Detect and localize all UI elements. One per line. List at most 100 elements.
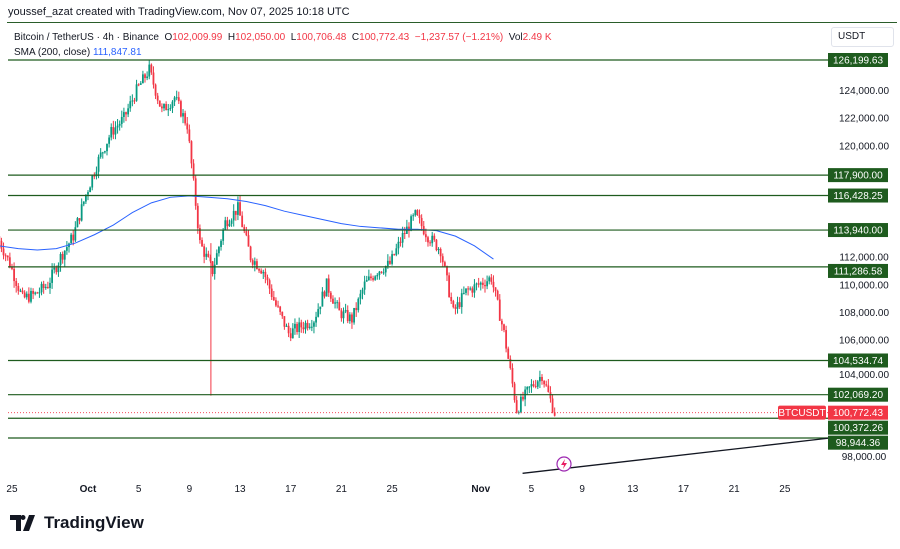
- candle-body: [260, 270, 263, 274]
- candle-body: [473, 284, 476, 293]
- candle-body: [545, 384, 548, 386]
- open-value: 102,009.99: [172, 32, 223, 43]
- candle-body: [194, 178, 197, 206]
- candle-body: [144, 74, 146, 79]
- candle-body: [203, 246, 206, 257]
- candle-body: [283, 316, 286, 327]
- candle-body: [97, 156, 100, 172]
- candle-body: [17, 285, 20, 291]
- y-tick-label: 122,000.00: [839, 114, 889, 125]
- open-label: O: [164, 32, 173, 43]
- symbol-tag-label: BTCUSDT: [778, 408, 825, 419]
- candle-body: [403, 233, 406, 235]
- high-value: 102,050.00: [235, 32, 286, 43]
- candle-body: [118, 123, 121, 126]
- candle-body: [424, 234, 427, 238]
- candle-body: [494, 287, 497, 291]
- low-label: L: [290, 32, 297, 43]
- y-tick-label: 124,000.00: [839, 86, 889, 97]
- candle-body: [23, 292, 26, 298]
- currency-button[interactable]: USDT: [831, 27, 894, 47]
- sma-200-line: [0, 195, 494, 260]
- candle-body: [19, 290, 22, 292]
- candle-body: [532, 384, 535, 386]
- tradingview-logo[interactable]: TradingView: [10, 513, 144, 533]
- level-price-tag: [828, 353, 888, 368]
- candle-body: [361, 289, 364, 294]
- candle-body: [21, 290, 24, 293]
- level-price-label: 126,199.63: [833, 56, 883, 67]
- close-value: 100,772.43: [359, 32, 410, 43]
- symbol-label: Bitcoin / TetherUS · 4h · Binance: [14, 32, 159, 43]
- candle-body: [258, 269, 260, 271]
- chart-legend: Bitcoin / TetherUS · 4h · Binance O102,0…: [14, 30, 552, 60]
- candle-body: [184, 113, 187, 124]
- candle-body: [547, 385, 550, 392]
- volume-label: Vol: [508, 32, 523, 43]
- candle-body: [91, 175, 94, 188]
- candle-body: [264, 271, 267, 278]
- high-label: H: [227, 32, 236, 43]
- candle-body: [342, 311, 345, 319]
- candle-body: [74, 227, 77, 241]
- candle-body: [270, 288, 273, 297]
- candle-body: [251, 260, 254, 265]
- candle-body: [317, 309, 320, 317]
- candle-body: [412, 215, 415, 217]
- candle-body: [213, 264, 216, 275]
- candle-body: [230, 220, 233, 224]
- candle-body: [511, 368, 514, 384]
- tradingview-logo-icon: [10, 515, 35, 531]
- candle-body: [410, 216, 412, 231]
- sma-legend-row[interactable]: SMA (200, close) 111,847.81: [14, 45, 552, 60]
- candle-body: [122, 112, 125, 117]
- candle-body: [450, 297, 453, 302]
- candle-body: [538, 376, 541, 382]
- candle-body: [199, 228, 201, 241]
- candle-body: [63, 250, 66, 260]
- candle-body: [129, 101, 132, 109]
- candle-body: [51, 269, 54, 283]
- candle-body: [399, 241, 402, 243]
- candle-body: [391, 254, 393, 264]
- candle-body: [65, 247, 68, 251]
- candle-body: [177, 97, 180, 102]
- y-tick-label: 106,000.00: [839, 336, 889, 347]
- candle-body: [281, 311, 284, 317]
- candle-body: [95, 171, 98, 177]
- level-price-label: 102,069.20: [833, 390, 883, 401]
- candle-body: [471, 288, 474, 293]
- level-price-tag: [828, 188, 888, 203]
- candle-body: [38, 292, 41, 294]
- candle-body: [492, 281, 495, 288]
- candle-body: [146, 76, 149, 79]
- low-value: 100,706.48: [296, 32, 347, 43]
- candle-body: [13, 268, 15, 282]
- candle-body: [15, 281, 18, 286]
- candle-body: [515, 400, 518, 413]
- candle-body: [99, 152, 102, 157]
- candle-body: [348, 314, 351, 322]
- x-tick-label: 17: [285, 484, 297, 495]
- candle-body: [131, 100, 134, 102]
- candle-body: [30, 290, 32, 302]
- candle-body: [365, 280, 368, 282]
- candle-body: [374, 276, 377, 280]
- candle-body: [448, 275, 450, 298]
- candle-body: [42, 283, 45, 288]
- symbol-tag: [778, 405, 826, 420]
- candle-body: [173, 97, 176, 102]
- symbol-legend-row[interactable]: Bitcoin / TetherUS · 4h · Binance O102,0…: [14, 30, 552, 45]
- candle-body: [441, 256, 444, 263]
- candle-body: [344, 310, 347, 312]
- level-price-tag: [828, 387, 888, 402]
- candle-body: [484, 284, 486, 287]
- candle-body: [443, 262, 446, 267]
- candle-body: [6, 255, 9, 258]
- candle-body: [70, 234, 73, 244]
- candle-body: [268, 280, 271, 289]
- candle-body: [161, 106, 163, 109]
- candle-body: [462, 292, 465, 294]
- candle-body: [46, 286, 49, 288]
